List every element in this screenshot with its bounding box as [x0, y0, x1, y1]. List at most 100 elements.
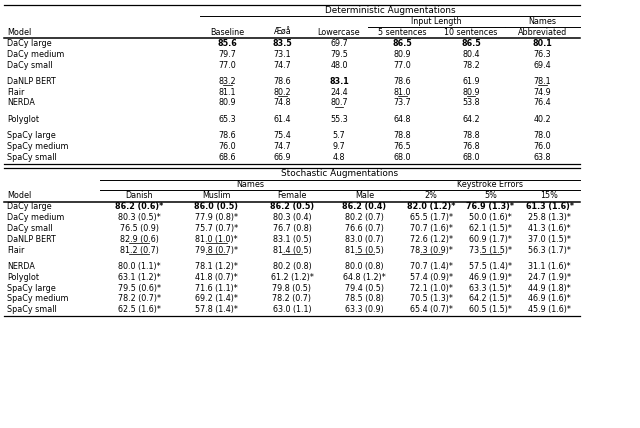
Text: 64.2: 64.2: [462, 115, 480, 124]
Text: 62.5 (1.6)*: 62.5 (1.6)*: [118, 305, 161, 314]
Text: SpaCy large: SpaCy large: [7, 131, 56, 140]
Text: Polyglot: Polyglot: [7, 273, 39, 282]
Text: 82.9 (0.6): 82.9 (0.6): [120, 235, 159, 244]
Text: 78.8: 78.8: [394, 131, 412, 140]
Text: DaCy medium: DaCy medium: [7, 213, 65, 222]
Text: 55.3: 55.3: [330, 115, 348, 124]
Text: 48.0: 48.0: [330, 60, 348, 69]
Text: 80.3 (0.5)*: 80.3 (0.5)*: [118, 213, 161, 222]
Text: 63.0 (1.1): 63.0 (1.1): [273, 305, 311, 314]
Text: 64.2 (1.5)*: 64.2 (1.5)*: [469, 294, 512, 303]
Text: 86.0 (0.5): 86.0 (0.5): [195, 202, 239, 211]
Text: Deterministic Augmentations: Deterministic Augmentations: [324, 6, 455, 15]
Text: 81.5 (0.5): 81.5 (0.5): [345, 246, 384, 255]
Text: 50.0 (1.6)*: 50.0 (1.6)*: [469, 213, 512, 222]
Text: 76.3: 76.3: [534, 50, 551, 59]
Text: 65.4 (0.7)*: 65.4 (0.7)*: [410, 305, 452, 314]
Text: DaCy small: DaCy small: [7, 60, 52, 69]
Text: 76.0: 76.0: [534, 142, 551, 151]
Text: 78.1: 78.1: [534, 77, 551, 86]
Text: 61.3 (1.6)*: 61.3 (1.6)*: [525, 202, 573, 211]
Text: 76.5: 76.5: [394, 142, 412, 151]
Text: 44.9 (1.8)*: 44.9 (1.8)*: [528, 283, 571, 292]
Text: 41.8 (0.7)*: 41.8 (0.7)*: [195, 273, 238, 282]
Text: 69.7: 69.7: [330, 39, 348, 48]
Text: 69.4: 69.4: [534, 60, 551, 69]
Text: Æøå: Æøå: [274, 28, 291, 37]
Text: 78.6: 78.6: [274, 77, 291, 86]
Text: 69.2 (1.4)*: 69.2 (1.4)*: [195, 294, 238, 303]
Text: 75.4: 75.4: [274, 131, 291, 140]
Text: 75.7 (0.7)*: 75.7 (0.7)*: [195, 224, 238, 233]
Text: Input Length: Input Length: [412, 17, 461, 26]
Text: 57.5 (1.4)*: 57.5 (1.4)*: [469, 262, 512, 271]
Text: 10 sentences: 10 sentences: [444, 28, 498, 37]
Text: 81.0 (1.0)*: 81.0 (1.0)*: [195, 235, 238, 244]
Text: 66.9: 66.9: [274, 153, 291, 162]
Text: 81.4 (0.5): 81.4 (0.5): [273, 246, 312, 255]
Text: 63.8: 63.8: [534, 153, 551, 162]
Text: 63.3 (1.5)*: 63.3 (1.5)*: [469, 283, 512, 292]
Text: 83.1: 83.1: [329, 77, 349, 86]
Text: 74.7: 74.7: [274, 142, 291, 151]
Text: DaNLP BERT: DaNLP BERT: [7, 235, 56, 244]
Text: Muslim: Muslim: [202, 191, 231, 200]
Text: 56.3 (1.7)*: 56.3 (1.7)*: [528, 246, 571, 255]
Text: 74.7: 74.7: [274, 60, 291, 69]
Text: 71.6 (1.1)*: 71.6 (1.1)*: [195, 283, 238, 292]
Text: 4.8: 4.8: [333, 153, 345, 162]
Text: 78.8: 78.8: [462, 131, 480, 140]
Text: 40.2: 40.2: [534, 115, 551, 124]
Text: Model: Model: [7, 191, 31, 200]
Text: 60.9 (1.7)*: 60.9 (1.7)*: [469, 235, 512, 244]
Text: 86.5: 86.5: [392, 39, 412, 48]
Text: 81.2 (0.7): 81.2 (0.7): [120, 246, 159, 255]
Text: 80.1: 80.1: [532, 39, 552, 48]
Text: DaCy large: DaCy large: [7, 202, 52, 211]
Text: DaCy large: DaCy large: [7, 39, 52, 48]
Text: 86.2 (0.5): 86.2 (0.5): [270, 202, 314, 211]
Text: 77.0: 77.0: [219, 60, 236, 69]
Text: 81.1: 81.1: [219, 88, 236, 97]
Text: Names: Names: [529, 17, 557, 26]
Text: 81.0: 81.0: [394, 88, 412, 97]
Text: DaCy small: DaCy small: [7, 224, 52, 233]
Text: Flair: Flair: [7, 88, 24, 97]
Text: 79.8 (0.5): 79.8 (0.5): [273, 283, 312, 292]
Text: 5 sentences: 5 sentences: [378, 28, 427, 37]
Text: 78.1 (1.2)*: 78.1 (1.2)*: [195, 262, 238, 271]
Text: 70.7 (1.6)*: 70.7 (1.6)*: [410, 224, 452, 233]
Text: SpaCy medium: SpaCy medium: [7, 142, 68, 151]
Text: 83.1 (0.5): 83.1 (0.5): [273, 235, 312, 244]
Text: 70.7 (1.4)*: 70.7 (1.4)*: [410, 262, 452, 271]
Text: 64.8 (1.2)*: 64.8 (1.2)*: [343, 273, 386, 282]
Text: Names: Names: [236, 180, 264, 189]
Text: 31.1 (1.6)*: 31.1 (1.6)*: [528, 262, 571, 271]
Text: 80.9: 80.9: [219, 98, 236, 107]
Text: 77.0: 77.0: [394, 60, 412, 69]
Text: 78.3 (0.9)*: 78.3 (0.9)*: [410, 246, 452, 255]
Text: Stochastic Augmentations: Stochastic Augmentations: [282, 169, 399, 178]
Text: 76.9 (1.3)*: 76.9 (1.3)*: [467, 202, 515, 211]
Text: 37.0 (1.5)*: 37.0 (1.5)*: [528, 235, 571, 244]
Text: 76.8: 76.8: [462, 142, 480, 151]
Text: DaNLP BERT: DaNLP BERT: [7, 77, 56, 86]
Text: 76.7 (0.8): 76.7 (0.8): [273, 224, 312, 233]
Text: Male: Male: [355, 191, 374, 200]
Text: 78.2 (0.7): 78.2 (0.7): [273, 294, 312, 303]
Text: 57.4 (0.9)*: 57.4 (0.9)*: [410, 273, 452, 282]
Text: Baseline: Baseline: [211, 28, 244, 37]
Text: NERDA: NERDA: [7, 262, 35, 271]
Text: 77.9 (0.8)*: 77.9 (0.8)*: [195, 213, 238, 222]
Text: 60.5 (1.5)*: 60.5 (1.5)*: [469, 305, 512, 314]
Text: SpaCy medium: SpaCy medium: [7, 294, 68, 303]
Text: 63.1 (1.2)*: 63.1 (1.2)*: [118, 273, 161, 282]
Text: 65.3: 65.3: [219, 115, 236, 124]
Text: 79.5: 79.5: [330, 50, 348, 59]
Text: 24.4: 24.4: [330, 88, 348, 97]
Text: Female: Female: [277, 191, 307, 200]
Text: 79.7: 79.7: [219, 50, 236, 59]
Text: SpaCy small: SpaCy small: [7, 153, 57, 162]
Text: 83.0 (0.7): 83.0 (0.7): [345, 235, 384, 244]
Text: 79.4 (0.5): 79.4 (0.5): [345, 283, 384, 292]
